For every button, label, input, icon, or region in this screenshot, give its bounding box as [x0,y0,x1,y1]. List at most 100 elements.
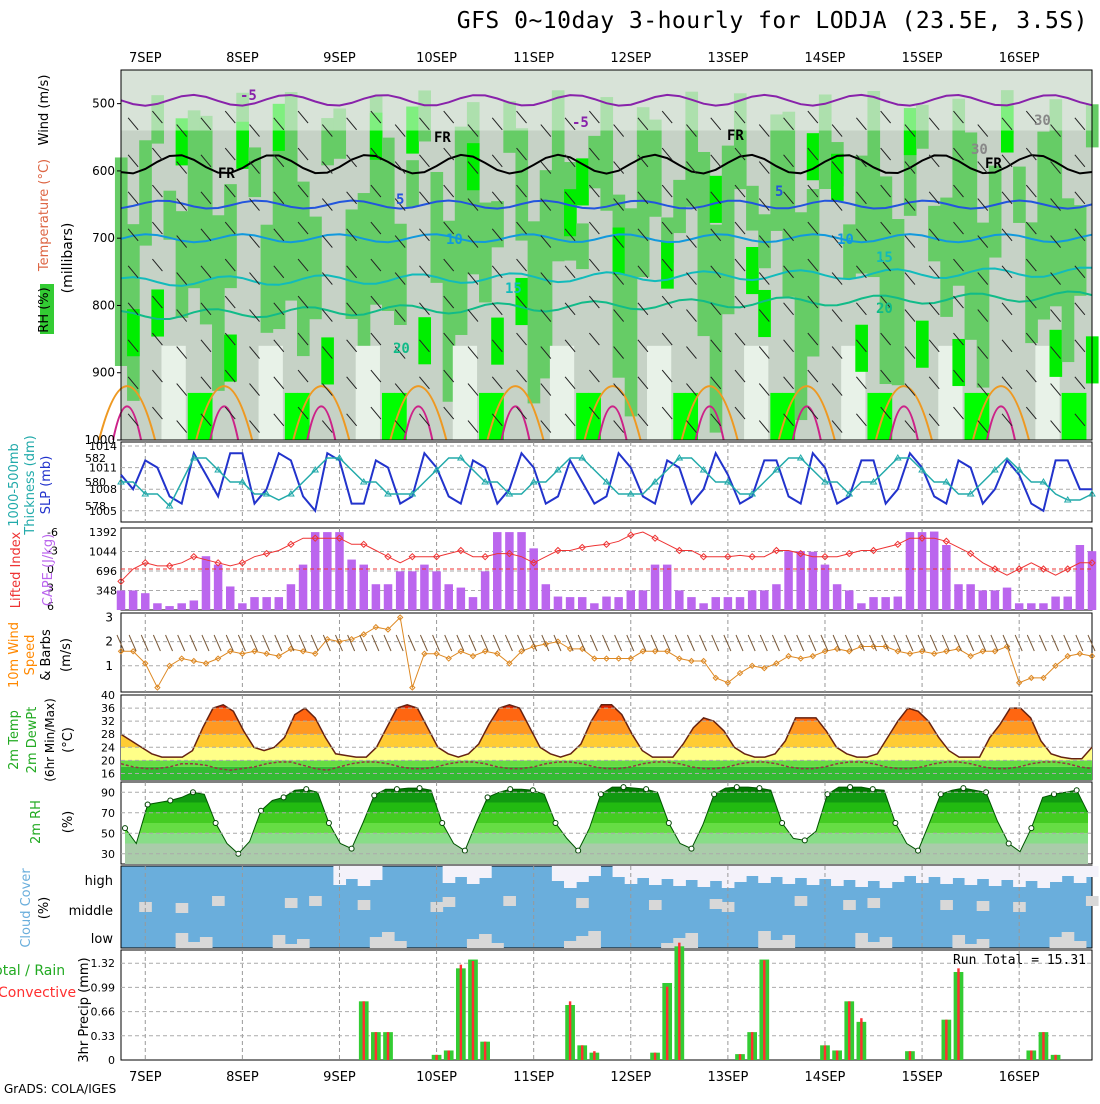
cloud-clear-high [831,866,844,886]
cloud-clear-high [758,866,771,883]
wind-barb [540,235,552,248]
precip-convective-bar [386,1032,390,1060]
wind-marker [858,643,865,650]
thickness-marker [845,490,854,497]
cloud-gray-low [685,933,699,948]
rh-band-high [709,175,723,223]
thickness-line [121,456,1093,508]
contour-30 [195,385,254,441]
surface-wind-barb [359,634,368,652]
wind-marker [275,652,282,660]
cloud-gray-low [296,939,310,948]
rh-axis-label-1: 2m RH [29,800,44,844]
wind-barb [637,413,649,427]
thickness-marker [408,490,417,497]
cloud-gray-low [199,937,213,948]
wind-barb [1074,413,1086,427]
rh-legend-swatch [40,284,54,334]
date-label-top: 8SEP [226,51,259,66]
wind-marker [202,660,210,667]
rh-band-mid [199,115,213,325]
wind-barb [224,221,236,235]
contour-freezing [120,153,1093,175]
wind-marker [846,648,853,655]
rh-band-surface [1073,392,1087,440]
cloud-clear-high [1037,866,1051,888]
contour-10 [120,233,1093,244]
wind-barb [273,154,285,168]
wind-axis-label-2: Speed [23,635,38,676]
li-marker [262,549,271,558]
surface-wind-barb [322,634,331,652]
precip-convective-bar [860,1018,863,1060]
thickness-marker [554,466,562,473]
surface-wind-barb [371,634,380,652]
rh-band-surface [782,392,796,440]
rh-band-mid [588,135,601,189]
wind-barb [1050,198,1061,211]
wind-barb [127,154,139,168]
cape-axis-label: CAPE (J/kg) [41,534,56,606]
precip-tick-label: 0.66 [91,1006,116,1019]
surface-wind-barb [723,634,732,652]
wind-barb [758,309,770,322]
surface-wind-barb [152,634,161,652]
cloud-clear-high [1073,866,1087,883]
rh-band-surface [381,392,395,440]
cloud-gray-mid [1085,896,1099,906]
slp-tick-label: 1014 [89,440,117,453]
cape-tick-label: 1392 [89,526,117,539]
wind-barb [540,309,552,322]
wind-barb [1025,369,1037,383]
li-marker [214,559,222,567]
rh-marker [711,791,718,798]
rh-band-high [806,133,820,181]
cape-bar [250,597,259,610]
wind-barb [419,117,430,131]
wind-barb [176,346,188,359]
rh-marker [847,784,854,791]
wind-barb [953,184,964,198]
rh-band-surface [964,392,978,440]
cloud-clear-high [612,866,626,877]
cape-bar [505,532,514,610]
wind-barb [200,191,212,205]
date-label-top: 14SEP [805,51,846,66]
wind-barb [588,406,600,420]
wind-barb [152,406,163,420]
wind-marker [299,648,307,655]
cape-bar [395,571,405,610]
surface-wind-barb [189,634,198,652]
wind-barb [734,369,746,383]
thickness-marker [165,502,174,509]
cloud-gray-low [758,931,771,948]
surface-wind-barb [856,634,865,652]
rh-band-high [491,317,504,365]
precip-panel [120,949,1093,1061]
rh-marker [869,786,876,793]
cloud-clear-high [588,866,601,876]
thickness-marker [311,466,320,473]
cape-bar [335,532,344,610]
wind-barb [346,191,357,205]
precip-convective-bar [908,1051,912,1060]
wind-barb [977,161,989,174]
wind-barb [127,413,139,427]
wind-barb [443,295,455,309]
surface-wind-barb [978,634,987,652]
wind-barb [686,124,697,137]
surface-wind-barb [177,634,186,652]
thickness-marker [335,454,344,461]
wind-barb [831,124,843,137]
surface-wind-barb [529,634,538,652]
wind-marker [178,655,185,662]
rh-axis-label: RH (%) [37,287,52,332]
contour-35 [209,405,240,441]
thickness-marker [966,490,975,497]
wind-barb [831,309,843,322]
date-label-bottom: 13SEP [707,1070,748,1085]
wind-barb [686,198,697,211]
wind-barb [637,339,649,353]
surface-wind-barb [832,634,841,652]
wind-barb [370,258,382,272]
